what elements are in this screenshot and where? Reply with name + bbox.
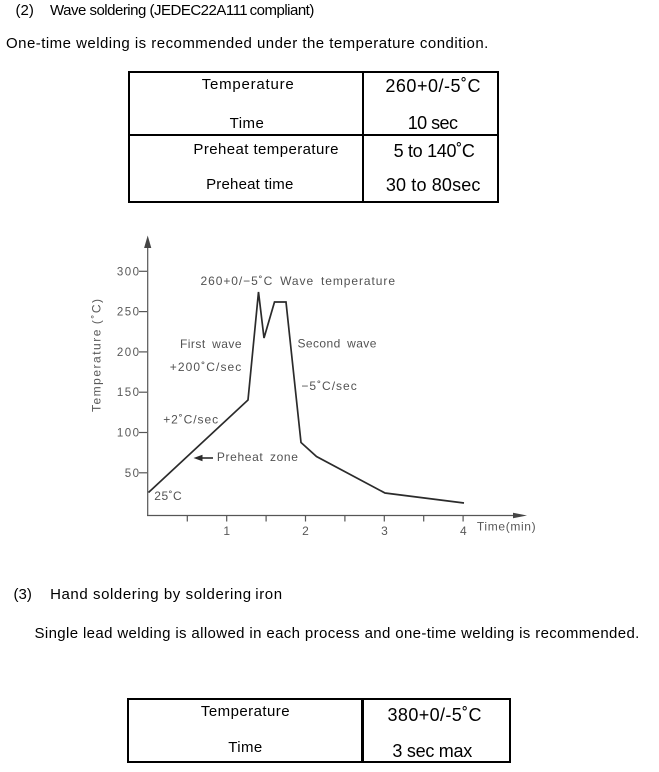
svg-text:300: 300 <box>117 266 141 278</box>
svg-text:100: 100 <box>117 428 141 440</box>
svg-text:2: 2 <box>302 524 309 538</box>
svg-text:150: 150 <box>117 387 141 399</box>
svg-text:3: 3 <box>381 524 388 538</box>
svg-text:Preheat zone: Preheat zone <box>217 450 298 464</box>
svg-text:+2˚C/sec: +2˚C/sec <box>163 413 218 427</box>
svg-text:+200˚C/sec: +200˚C/sec <box>170 360 242 374</box>
svg-text:1: 1 <box>223 524 230 538</box>
svg-text:−5˚C/sec: −5˚C/sec <box>301 379 356 393</box>
svg-text:250: 250 <box>117 307 141 319</box>
svg-text:Temperature (˚C): Temperature (˚C) <box>90 299 104 412</box>
svg-text:Second wave: Second wave <box>298 337 377 351</box>
svg-text:50: 50 <box>125 468 141 480</box>
svg-text:260+0/−5˚C Wave temperature: 260+0/−5˚C Wave temperature <box>201 274 396 288</box>
svg-text:200: 200 <box>117 347 141 359</box>
svg-text:Time(min): Time(min) <box>477 520 536 534</box>
svg-text:First wave: First wave <box>180 337 242 351</box>
svg-text:4: 4 <box>460 524 467 538</box>
svg-text:25˚C: 25˚C <box>154 489 182 503</box>
